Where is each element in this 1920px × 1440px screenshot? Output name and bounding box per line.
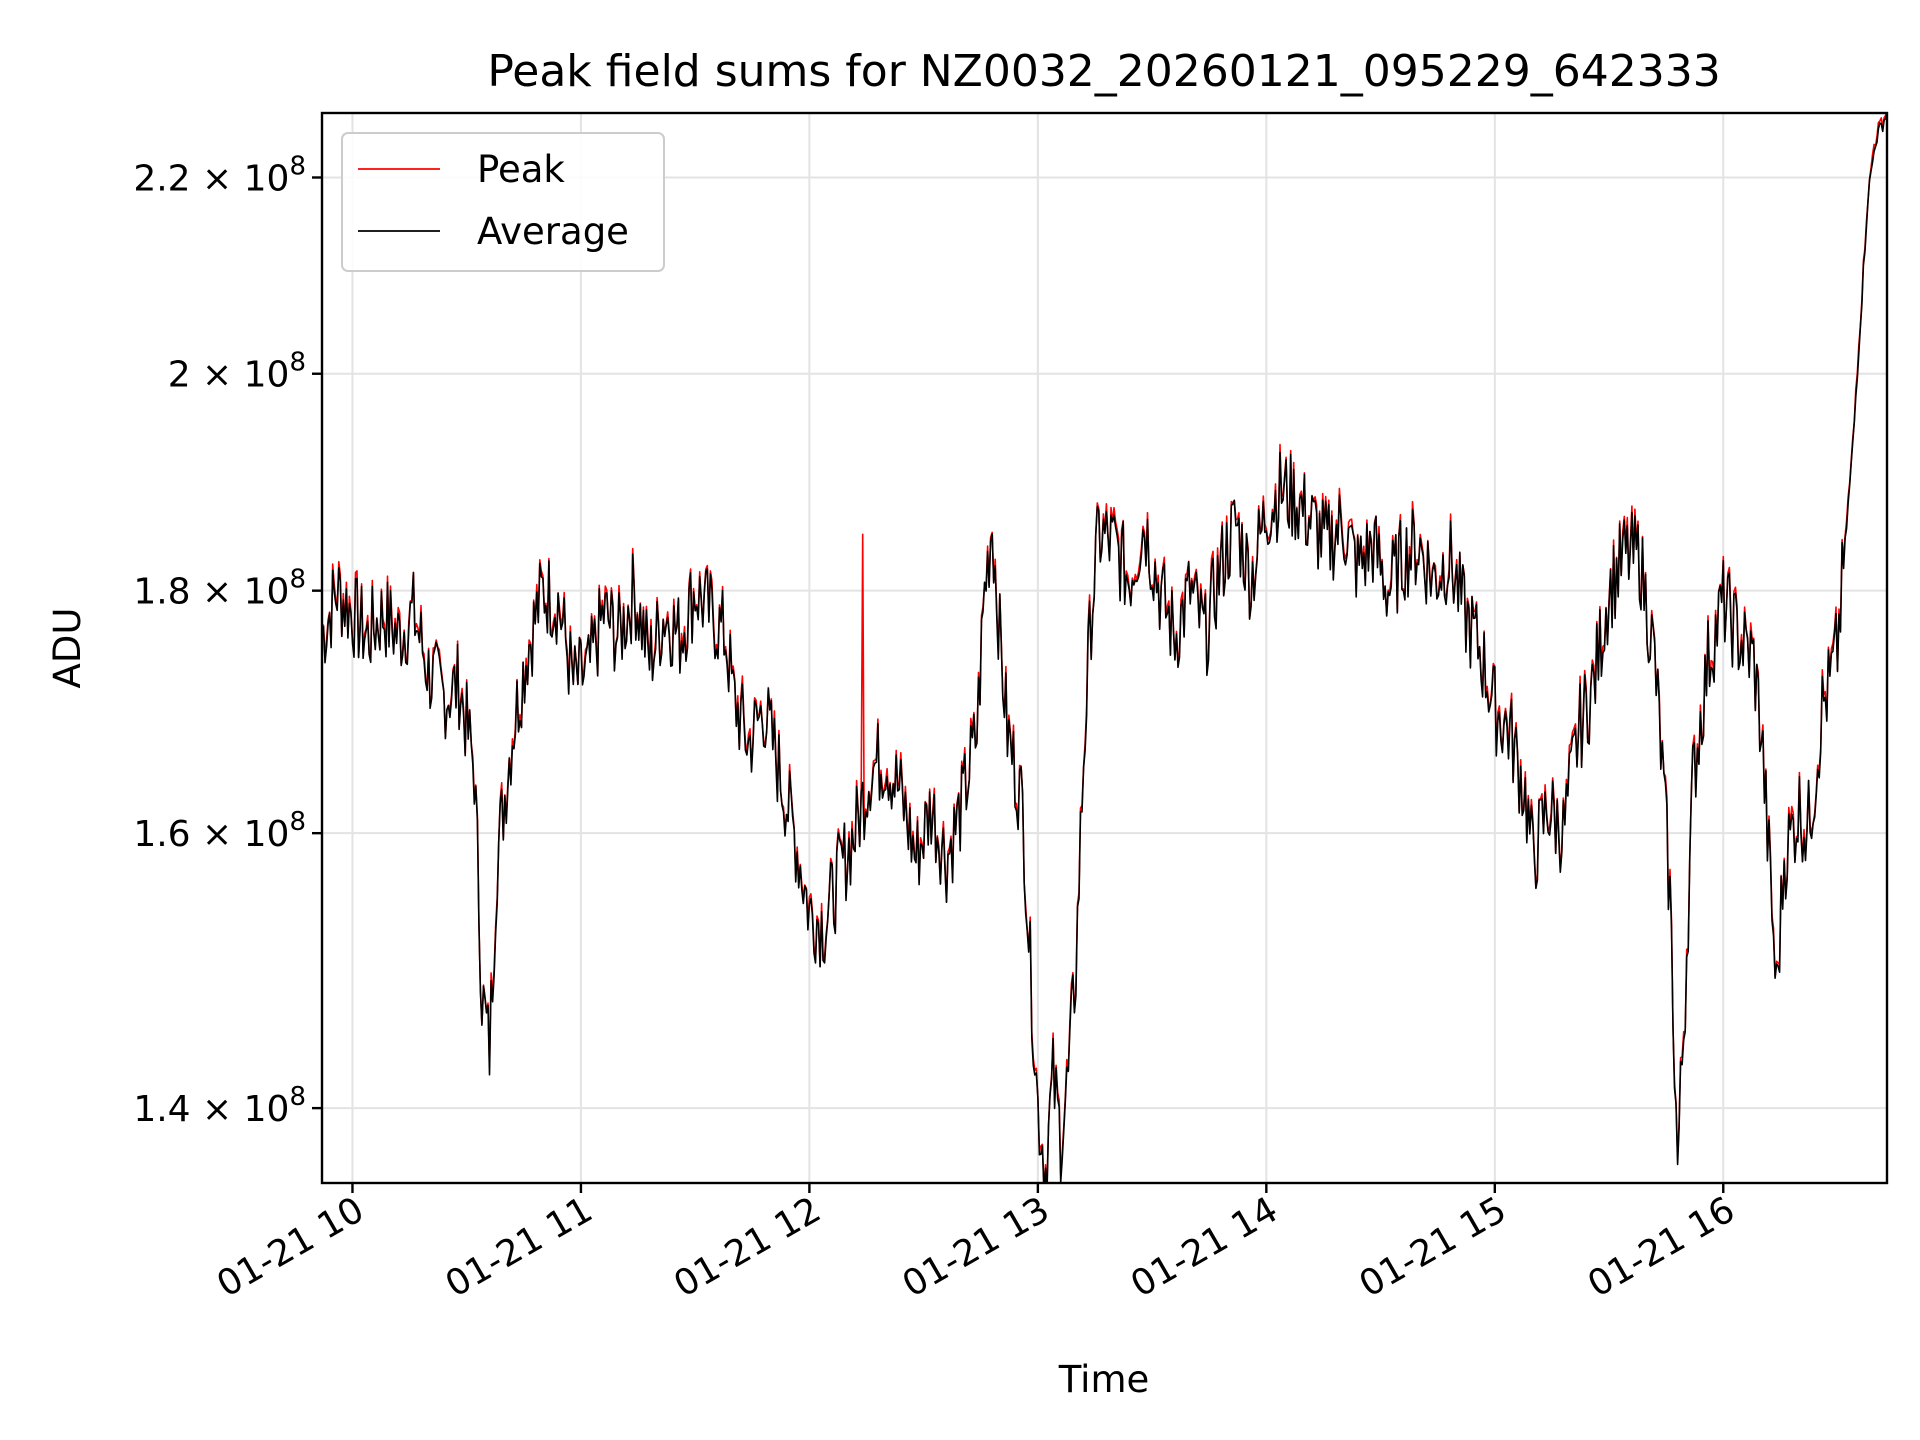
chart-title: Peak field sums for NZ0032_20260121_0952… [487,46,1720,97]
series-line-peak [322,113,1887,1183]
grid [322,113,1887,1183]
legend-label-peak: Peak [477,148,565,191]
y-tick-label: 1.8 × 108 [133,565,306,613]
y-tick-label: 1.4 × 108 [133,1082,306,1130]
series-line-average [322,113,1887,1183]
x-tick-label: 01-21 11 [439,1189,600,1305]
plot-frame [320,111,1889,1185]
x-tick-label: 01-21 12 [667,1189,828,1305]
x-tick-label: 01-21 10 [210,1189,371,1305]
x-tick-label: 01-21 16 [1581,1189,1742,1305]
legend-frame [341,132,665,272]
legend-label-average: Average [477,210,629,253]
y-axis-label: ADU [46,608,89,689]
y-axis: 1.4 × 108 1.6 × 108 1.8 × 108 2 × 108 2.2 × … [133,151,322,1130]
x-axis-label: Time [1058,1358,1150,1401]
x-tick-label: 01-21 15 [1353,1189,1514,1305]
y-tick-label: 2.2 × 108 [133,151,306,199]
x-tick-label: 01-21 13 [896,1189,1057,1305]
x-axis: 01-21 10 01-21 11 01-21 12 01-21 13 01-21 14… [210,1183,1742,1306]
legend: Peak Average [341,132,665,272]
y-tick-label: 1.6 × 108 [133,807,306,855]
x-tick-label: 01-21 14 [1124,1189,1285,1305]
y-tick-label: 2 × 108 [168,348,306,396]
